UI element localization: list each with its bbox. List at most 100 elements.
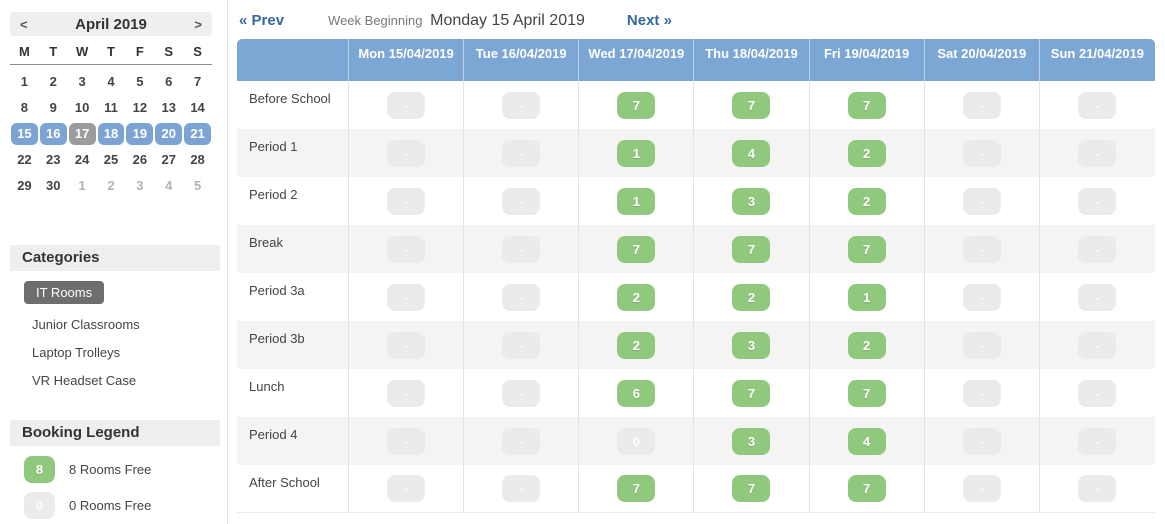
table-row: Period 1 - - 1 4 2 - - <box>237 129 1155 177</box>
availability-badge[interactable]: 7 <box>617 235 656 263</box>
availability-badge[interactable]: 7 <box>847 91 886 119</box>
main-content: « Prev Week Beginning Monday 15 April 20… <box>228 0 1165 524</box>
category-item[interactable]: IT Rooms <box>24 281 227 304</box>
availability-badge[interactable]: 4 <box>847 427 886 455</box>
availability-badge[interactable]: 3 <box>732 187 771 215</box>
availability-cell: 7 <box>694 369 810 417</box>
availability-badge: - <box>387 427 426 455</box>
calendar-day[interactable]: 16 <box>39 123 67 145</box>
table-row: Before School - - 7 7 7 - - <box>237 81 1155 129</box>
availability-badge[interactable]: 1 <box>617 187 656 215</box>
calendar-day[interactable]: 15 <box>11 123 38 145</box>
calendar-day[interactable]: 26 <box>132 152 148 167</box>
availability-badge[interactable]: 2 <box>847 139 886 167</box>
availability-cell: 7 <box>810 369 925 417</box>
calendar-day[interactable]: 2 <box>107 178 115 193</box>
calendar-day[interactable]: 11 <box>104 100 118 115</box>
calendar-day[interactable]: 23 <box>46 152 61 167</box>
availability-cell: 7 <box>694 81 810 129</box>
calendar-day[interactable]: 12 <box>132 100 148 115</box>
availability-cell: 7 <box>694 225 810 273</box>
category-item[interactable]: Laptop Trolleys <box>32 345 227 360</box>
next-week-link[interactable]: Next » <box>626 12 672 29</box>
calendar-day[interactable]: 20 <box>155 123 183 145</box>
availability-cell: - <box>464 417 580 465</box>
availability-badge: - <box>502 379 541 407</box>
availability-badge: - <box>502 283 541 311</box>
availability-badge[interactable]: 1 <box>617 139 656 167</box>
availability-badge: - <box>387 91 426 119</box>
calendar-weekday: F <box>135 44 144 59</box>
calendar-day[interactable]: 28 <box>190 152 205 167</box>
calendar-day[interactable]: 14 <box>190 100 205 115</box>
availability-badge[interactable]: 7 <box>847 475 886 502</box>
calendar-day[interactable]: 1 <box>78 178 86 193</box>
availability-badge[interactable]: 6 <box>617 379 656 407</box>
calendar-day[interactable]: 2 <box>49 74 57 89</box>
calendar-day[interactable]: 9 <box>49 100 57 115</box>
availability-cell: - <box>925 273 1040 321</box>
calendar-weekday: M <box>19 44 30 59</box>
calendar-day[interactable]: 10 <box>74 100 90 115</box>
calendar-title: April 2019 <box>75 15 147 33</box>
calendar-day[interactable]: 3 <box>136 178 144 193</box>
calendar-day[interactable]: 29 <box>17 178 32 193</box>
prev-week-link[interactable]: « Prev <box>239 12 285 29</box>
category-item[interactable]: Junior Classrooms <box>32 317 227 332</box>
calendar-day[interactable]: 5 <box>136 74 144 89</box>
calendar-day[interactable]: 4 <box>165 178 173 193</box>
availability-badge[interactable]: 1 <box>847 283 886 311</box>
calendar-day[interactable]: 3 <box>78 74 86 89</box>
calendar-day[interactable]: 7 <box>193 74 202 89</box>
row-label: Before School <box>237 81 349 129</box>
availability-badge[interactable]: 7 <box>732 475 771 502</box>
availability-badge[interactable]: 7 <box>847 379 886 407</box>
table-row: Period 3b - - 2 3 2 - - <box>237 321 1155 369</box>
calendar-day[interactable]: 19 <box>126 123 154 145</box>
calendar-next-icon[interactable]: > <box>194 16 202 32</box>
calendar-day[interactable]: 8 <box>20 100 29 115</box>
availability-badge[interactable]: 2 <box>617 331 656 359</box>
category-item[interactable]: VR Headset Case <box>32 373 227 388</box>
table-row: Lunch - - 6 7 7 - - <box>237 369 1155 417</box>
calendar-day[interactable]: 22 <box>17 152 32 167</box>
calendar-prev-icon[interactable]: < <box>20 16 28 32</box>
calendar-day[interactable]: 1 <box>20 74 29 89</box>
calendar-day[interactable]: 13 <box>161 100 176 115</box>
calendar-day[interactable]: 6 <box>165 74 173 89</box>
availability-badge[interactable]: 2 <box>847 331 886 359</box>
availability-badge[interactable]: 4 <box>732 139 771 167</box>
availability-badge: - <box>502 139 541 167</box>
availability-badge[interactable]: 7 <box>617 475 656 502</box>
row-label: Period 3b <box>237 321 349 369</box>
calendar-day[interactable]: 5 <box>193 178 202 193</box>
availability-badge[interactable]: 7 <box>732 91 771 119</box>
calendar-day[interactable]: 24 <box>74 152 90 167</box>
calendar-day[interactable]: 21 <box>184 123 211 145</box>
column-header: Wed 17/04/2019 <box>579 39 695 81</box>
calendar-day[interactable]: 18 <box>97 123 125 145</box>
availability-badge[interactable]: 7 <box>732 379 771 407</box>
availability-badge[interactable]: 2 <box>847 187 886 215</box>
availability-cell: - <box>349 81 465 129</box>
availability-cell: - <box>1040 129 1155 177</box>
calendar-weekday: S <box>164 44 174 59</box>
calendar-day[interactable]: 4 <box>107 74 115 89</box>
calendar-day[interactable]: 30 <box>46 178 61 193</box>
calendar-day[interactable]: 25 <box>103 152 119 167</box>
availability-badge: - <box>962 475 1001 502</box>
availability-badge: - <box>1078 139 1117 167</box>
availability-badge[interactable]: 2 <box>732 283 771 311</box>
row-label: Period 2 <box>237 177 349 225</box>
availability-badge[interactable]: 3 <box>732 331 771 359</box>
availability-badge[interactable]: 2 <box>617 283 656 311</box>
availability-badge[interactable]: 7 <box>847 235 886 263</box>
category-label: Laptop Trolleys <box>32 345 121 360</box>
availability-badge[interactable]: 7 <box>732 235 771 263</box>
availability-cell: - <box>464 273 580 321</box>
availability-badge[interactable]: 3 <box>732 427 771 455</box>
calendar-day[interactable]: 17 <box>68 123 96 145</box>
availability-badge[interactable]: 7 <box>617 91 656 119</box>
calendar-day[interactable]: 27 <box>161 152 176 167</box>
